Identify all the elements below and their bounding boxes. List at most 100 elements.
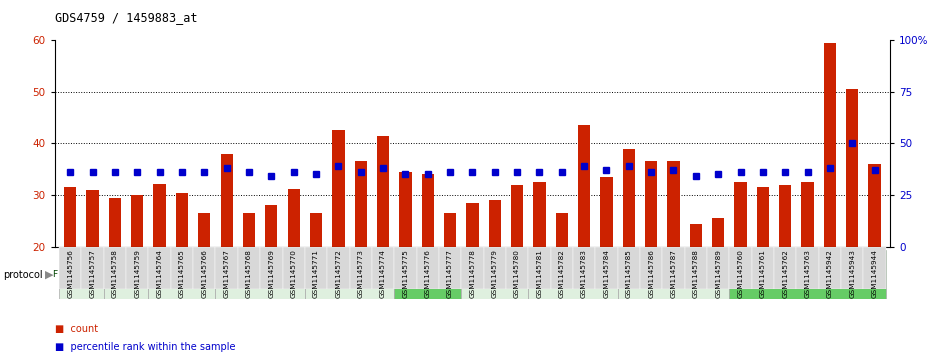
Text: PTEN shRNA: PTEN shRNA xyxy=(322,270,378,280)
Bar xyxy=(802,182,814,247)
Bar xyxy=(349,247,372,289)
Bar xyxy=(327,247,349,289)
Bar xyxy=(823,42,836,247)
Bar xyxy=(735,182,747,247)
Text: ■  count: ■ count xyxy=(55,324,98,334)
Bar xyxy=(662,247,685,289)
Bar xyxy=(551,247,573,289)
Bar xyxy=(483,247,506,289)
Bar xyxy=(305,247,327,289)
Text: NLGN3 shRNA: NLGN3 shRNA xyxy=(228,270,292,280)
Text: GSM1145760: GSM1145760 xyxy=(738,249,743,298)
Bar xyxy=(64,187,76,247)
Bar xyxy=(109,198,122,247)
Bar xyxy=(333,130,345,247)
Text: GSM1145785: GSM1145785 xyxy=(625,249,632,298)
Text: GSM1145766: GSM1145766 xyxy=(202,249,207,298)
Bar xyxy=(511,185,523,247)
Bar xyxy=(310,213,322,247)
Bar xyxy=(528,250,618,299)
Bar xyxy=(216,250,305,299)
Text: GSM1145778: GSM1145778 xyxy=(469,249,476,298)
Text: MeCP2 shRNA: MeCP2 shRNA xyxy=(94,270,157,280)
Text: GSM1145763: GSM1145763 xyxy=(804,249,810,298)
Bar xyxy=(220,154,233,247)
Text: GSM1145775: GSM1145775 xyxy=(402,249,409,298)
Bar xyxy=(59,250,104,299)
Bar xyxy=(198,213,210,247)
Bar xyxy=(131,195,143,247)
Bar xyxy=(283,247,305,289)
Bar xyxy=(533,182,545,247)
Bar xyxy=(556,213,568,247)
Text: GSM1145782: GSM1145782 xyxy=(559,249,565,298)
Bar xyxy=(712,219,724,247)
Bar xyxy=(87,190,99,247)
Text: ▶: ▶ xyxy=(45,270,54,280)
Bar xyxy=(81,247,104,289)
Bar xyxy=(354,162,366,247)
Bar xyxy=(707,247,729,289)
Bar xyxy=(756,187,769,247)
Bar xyxy=(377,136,389,247)
Bar xyxy=(690,224,702,247)
Text: med2d shRNA: med2d shRNA xyxy=(463,270,527,280)
Bar xyxy=(864,247,885,289)
Bar xyxy=(640,247,662,289)
Text: GSM1145756: GSM1145756 xyxy=(67,249,73,298)
Bar xyxy=(667,162,679,247)
Bar xyxy=(104,250,149,299)
Text: GSM1145942: GSM1145942 xyxy=(827,249,833,298)
Text: GSM1145769: GSM1145769 xyxy=(268,249,274,298)
Text: GSM1145787: GSM1145787 xyxy=(671,249,676,298)
Text: GSM1145786: GSM1145786 xyxy=(648,249,654,298)
Text: luciferase shRNA: luciferase shRNA xyxy=(641,270,706,280)
Text: GSM1145761: GSM1145761 xyxy=(760,249,766,298)
Bar xyxy=(506,247,528,289)
Text: ■  percentile rank within the sample: ■ percentile rank within the sample xyxy=(55,342,236,352)
Bar xyxy=(462,250,528,299)
Bar xyxy=(171,247,193,289)
Text: GSM1145767: GSM1145767 xyxy=(223,249,230,298)
Bar xyxy=(618,250,729,299)
Bar xyxy=(154,184,166,247)
Text: GSM1145776: GSM1145776 xyxy=(425,249,430,298)
Bar xyxy=(176,192,188,247)
Bar xyxy=(439,247,462,289)
Text: GSM1145780: GSM1145780 xyxy=(514,249,520,298)
Bar xyxy=(305,250,394,299)
Text: mock: mock xyxy=(795,270,820,280)
Text: GSM1145777: GSM1145777 xyxy=(447,249,453,298)
Bar xyxy=(578,125,591,247)
Bar xyxy=(243,213,255,247)
Text: GSM1145764: GSM1145764 xyxy=(156,249,163,298)
Bar xyxy=(645,162,658,247)
Bar xyxy=(600,177,612,247)
Text: GSM1145774: GSM1145774 xyxy=(380,249,386,298)
Bar xyxy=(394,250,462,299)
Bar xyxy=(149,250,216,299)
Bar xyxy=(796,247,819,289)
Bar xyxy=(394,247,416,289)
Bar xyxy=(618,247,640,289)
Text: GSM1145788: GSM1145788 xyxy=(692,249,699,298)
Text: GSM1145757: GSM1145757 xyxy=(89,249,96,298)
Bar xyxy=(287,189,300,247)
Bar xyxy=(216,247,237,289)
Bar xyxy=(819,247,841,289)
Bar xyxy=(729,250,885,299)
Bar xyxy=(104,247,126,289)
Text: GSM1145772: GSM1145772 xyxy=(335,249,341,298)
Text: GSM1145944: GSM1145944 xyxy=(871,249,878,298)
Bar xyxy=(489,200,501,247)
Text: GSM1145758: GSM1145758 xyxy=(112,249,118,298)
Bar xyxy=(685,247,707,289)
Text: GSM1145773: GSM1145773 xyxy=(358,249,364,298)
Bar xyxy=(266,205,278,247)
Bar xyxy=(528,247,551,289)
Text: GSM1145789: GSM1145789 xyxy=(715,249,722,298)
Text: GSM1145768: GSM1145768 xyxy=(246,249,252,298)
Text: GSM1145770: GSM1145770 xyxy=(291,249,297,298)
Text: FMR1 shRNA: FMR1 shRNA xyxy=(53,270,110,280)
Bar xyxy=(869,164,881,247)
